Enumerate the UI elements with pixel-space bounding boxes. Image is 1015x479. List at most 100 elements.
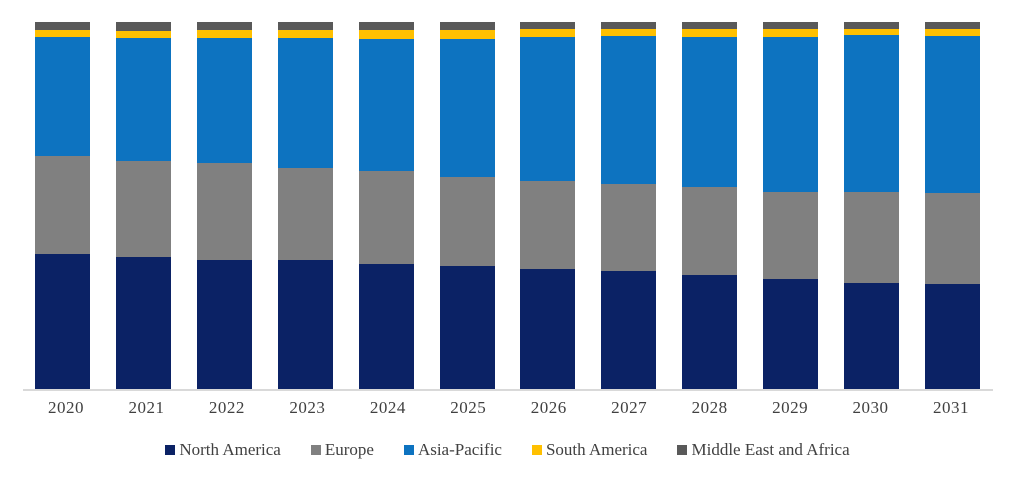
bar-column-2027: [601, 22, 657, 390]
bar-segment-europe: [520, 180, 576, 270]
bar-segment-south-america: [924, 29, 980, 37]
x-axis-label-2027: 2027: [611, 398, 648, 417]
legend-item-south-america: South America: [531, 440, 648, 460]
plot-area: [23, 22, 993, 390]
bar-segment-south-america: [844, 28, 900, 35]
bar-segment-europe: [277, 167, 333, 261]
bar-segment-europe: [35, 155, 90, 254]
bar-column-2020: [35, 22, 90, 390]
bars-row: [35, 22, 980, 390]
bar-segment-asia-pacific: [924, 36, 980, 193]
legend-label: North America: [179, 440, 281, 459]
bar-segment-north-america: [277, 260, 333, 390]
bar-segment-middle-east-and-africa: [35, 22, 90, 31]
bar-segment-middle-east-and-africa: [682, 22, 738, 29]
bar-segment-north-america: [439, 265, 495, 390]
bar-segment-north-america: [520, 269, 576, 390]
bar-segment-middle-east-and-africa: [924, 22, 980, 30]
legend-item-middle-east-and-africa: Middle East and Africa: [677, 440, 850, 460]
bar-segment-asia-pacific: [682, 36, 738, 187]
legend-swatch-icon: [310, 445, 321, 455]
bar-column-2031: [924, 22, 980, 390]
legend-swatch-icon: [165, 445, 176, 455]
bar-segment-middle-east-and-africa: [196, 22, 252, 31]
bar-segment-north-america: [601, 270, 657, 390]
bar-segment-north-america: [924, 284, 980, 390]
bar-segment-south-america: [601, 28, 657, 37]
bar-segment-asia-pacific: [115, 37, 171, 162]
bar-segment-asia-pacific: [277, 38, 333, 168]
legend-swatch-icon: [531, 445, 542, 455]
bar-segment-asia-pacific: [358, 38, 414, 172]
legend-label: Asia-Pacific: [417, 440, 502, 459]
legend-item-europe: Europe: [310, 440, 374, 460]
bar-segment-south-america: [763, 28, 819, 37]
bar-segment-asia-pacific: [844, 34, 900, 193]
x-axis-line: [23, 389, 993, 391]
bar-segment-south-america: [358, 29, 414, 39]
x-axis-label-2028: 2028: [691, 398, 728, 417]
bar-segment-north-america: [763, 278, 819, 390]
bar-segment-middle-east-and-africa: [358, 22, 414, 30]
legend-label: South America: [545, 440, 648, 459]
bar-segment-asia-pacific: [763, 36, 819, 193]
legend-swatch-icon: [403, 445, 414, 455]
bar-segment-asia-pacific: [439, 38, 495, 177]
bar-segment-asia-pacific: [35, 37, 90, 156]
bar-segment-europe: [763, 192, 819, 279]
bar-segment-middle-east-and-africa: [520, 22, 576, 29]
bar-segment-north-america: [196, 259, 252, 390]
bar-segment-europe: [358, 171, 414, 264]
bar-column-2028: [682, 22, 738, 390]
bar-segment-middle-east-and-africa: [439, 22, 495, 30]
x-axis-labels: 2020 2021 2022 2023 2024 2025 2026 2027 2028 2029…: [23, 398, 993, 418]
bar-segment-europe: [601, 183, 657, 271]
bar-column-2024: [358, 22, 414, 390]
bar-segment-middle-east-and-africa: [844, 22, 900, 29]
bar-column-2030: [844, 22, 900, 390]
bar-column-2025: [439, 22, 495, 390]
legend-item-north-america: North America: [165, 440, 281, 460]
x-axis-label-2031: 2031: [932, 398, 969, 417]
x-axis-label-2023: 2023: [289, 398, 326, 417]
legend-label: Middle East and Africa: [691, 440, 850, 459]
bar-segment-middle-east-and-africa: [763, 22, 819, 29]
bar-column-2029: [763, 22, 819, 390]
bar-segment-asia-pacific: [520, 36, 576, 181]
bar-segment-south-america: [115, 30, 171, 38]
bar-column-2021: [115, 22, 171, 390]
bar-column-2022: [196, 22, 252, 390]
bar-segment-asia-pacific: [196, 37, 252, 164]
bar-segment-south-america: [520, 28, 576, 37]
bar-segment-middle-east-and-africa: [115, 22, 171, 31]
bar-segment-europe: [844, 192, 900, 284]
legend-label: Europe: [324, 440, 374, 459]
bar-segment-south-america: [35, 30, 90, 38]
x-axis-label-2026: 2026: [530, 398, 567, 417]
bar-segment-middle-east-and-africa: [601, 22, 657, 29]
bar-segment-north-america: [115, 256, 171, 390]
bar-column-2023: [277, 22, 333, 390]
x-axis-label-2024: 2024: [369, 398, 406, 417]
x-axis-label-2030: 2030: [852, 398, 889, 417]
bar-column-2026: [520, 22, 576, 390]
legend: North America Europe Asia-Pacific South Ame…: [0, 440, 1015, 460]
bar-segment-south-america: [439, 29, 495, 39]
bar-segment-europe: [196, 163, 252, 260]
legend-item-asia-pacific: Asia-Pacific: [403, 440, 502, 460]
x-axis-label-2029: 2029: [772, 398, 809, 417]
x-axis-label-2020: 2020: [48, 398, 84, 417]
bar-segment-europe: [439, 176, 495, 266]
bar-segment-south-america: [196, 30, 252, 38]
bar-segment-middle-east-and-africa: [277, 22, 333, 31]
bar-segment-asia-pacific: [601, 36, 657, 184]
bar-segment-europe: [115, 161, 171, 257]
bar-segment-north-america: [844, 283, 900, 390]
bar-segment-south-america: [682, 28, 738, 37]
x-axis-label-2021: 2021: [128, 398, 165, 417]
bar-segment-north-america: [35, 253, 90, 390]
bar-segment-north-america: [682, 274, 738, 390]
bar-segment-south-america: [277, 30, 333, 39]
x-axis-label-2025: 2025: [450, 398, 487, 417]
